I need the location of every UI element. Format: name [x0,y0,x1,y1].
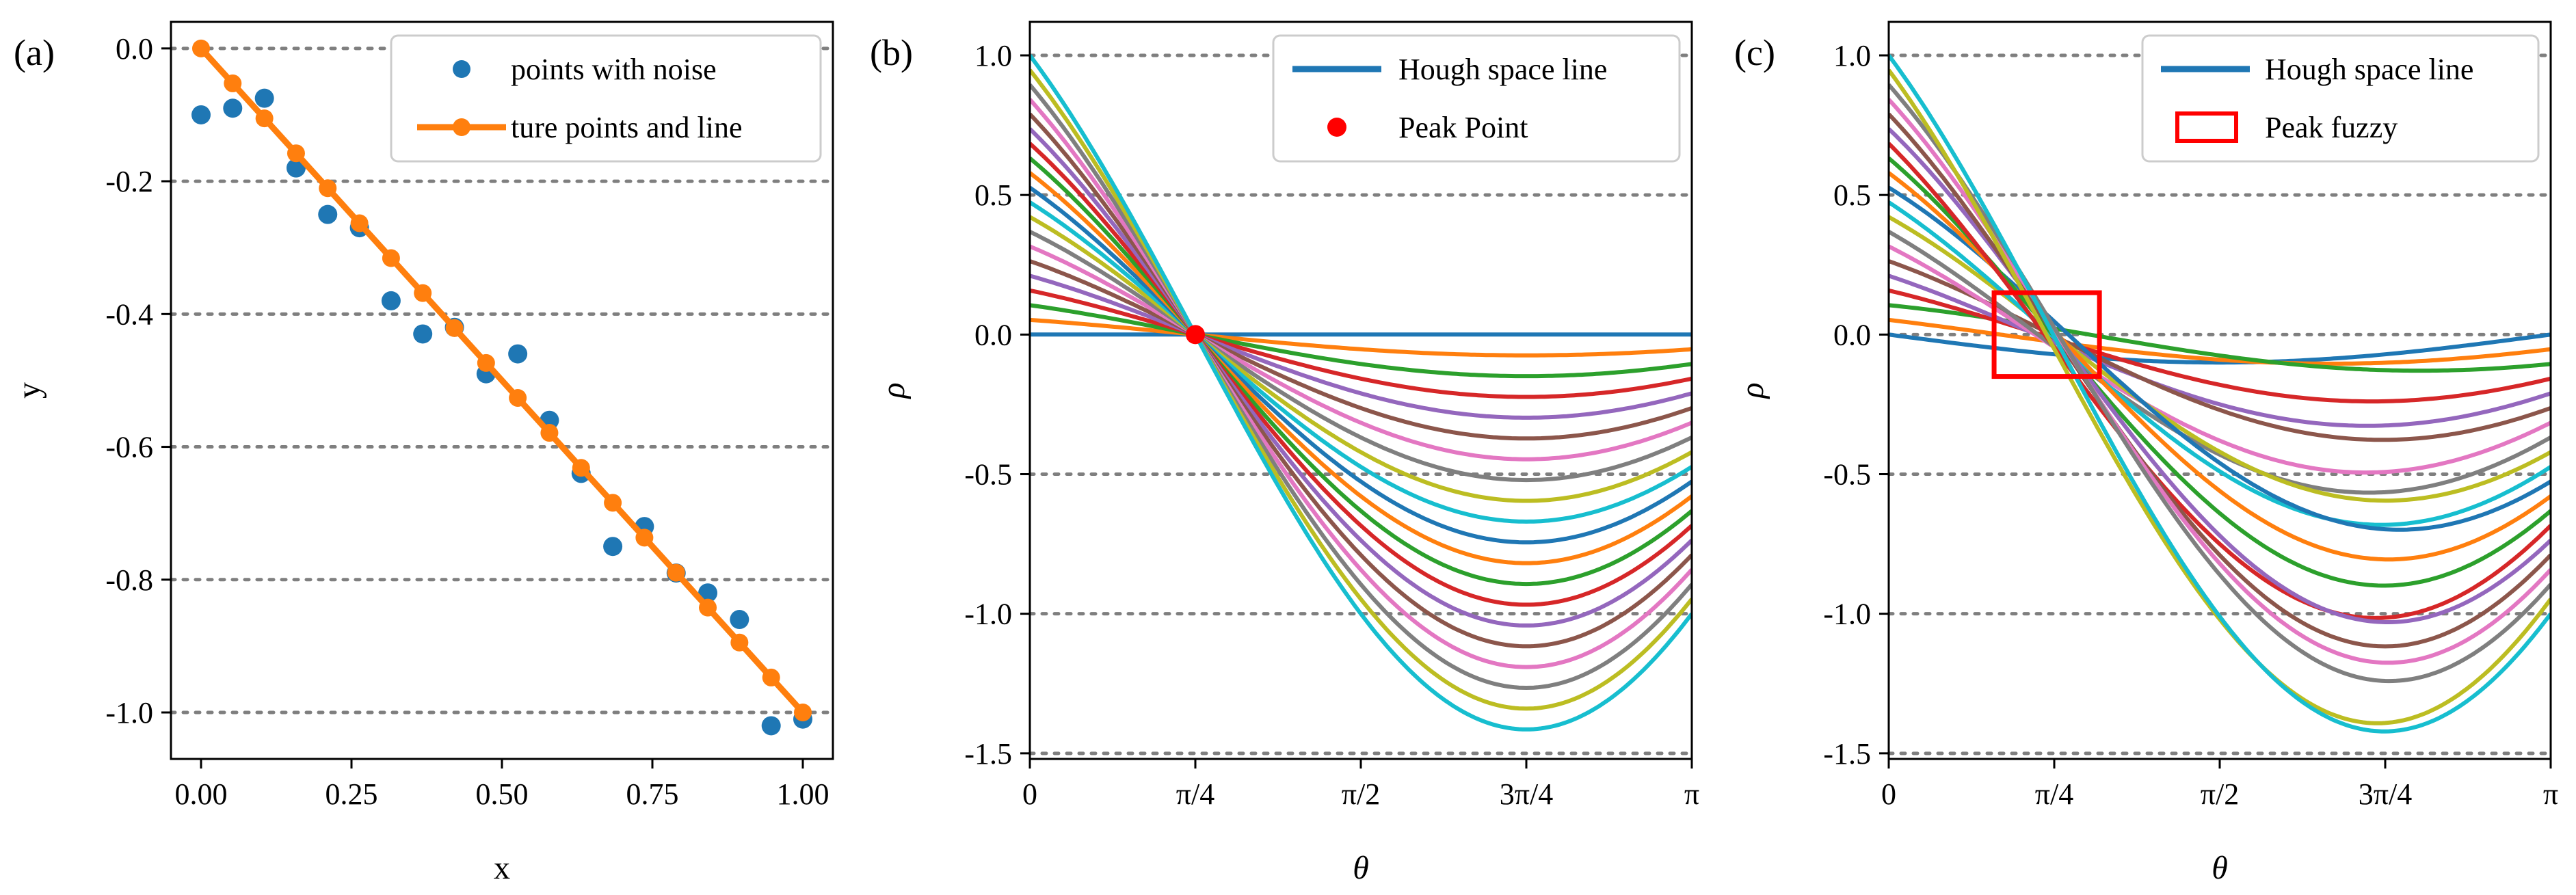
true-point [667,564,685,582]
a-ytick-label: -0.6 [105,431,153,464]
noise-point [730,610,749,629]
noise-point [191,105,211,124]
c-ytick-label: -1.5 [1823,737,1871,771]
panel-c: (c) 1.00.50.0-0.5-1.0-1.50 π/4 π/2 3π/4 π θ … [1734,22,2558,886]
c-legend: Hough space line Peak fuzzy [2142,36,2538,161]
c-xtick-label: π [2543,777,2558,811]
c-ytick-label: 0.0 [1833,318,1871,351]
c-ytick-label: -0.5 [1823,458,1871,492]
b-ytick-label: -1.5 [964,737,1012,771]
noise-point [223,98,242,118]
true-point [477,354,495,372]
panel-label-b: (b) [870,32,913,73]
c-xlabel: θ [2212,850,2228,886]
a-xtick-label: 0.00 [175,777,228,811]
b-xtick-label: π/2 [1342,777,1380,811]
a-ylabel: y [11,382,47,399]
c-legend-label-fuzzy: Peak fuzzy [2265,111,2398,144]
c-ylabel: ρ [1734,382,1770,399]
true-point [192,40,210,57]
c-xtick-label: π/2 [2201,777,2239,811]
true-point [699,599,717,617]
noise-point [382,291,401,310]
b-legend-marker-peak [1327,118,1346,137]
b-legend-label-hough: Hough space line [1398,53,1607,86]
b-legend-label-peak: Peak Point [1398,111,1528,144]
a-ytick-label: 0.0 [116,32,153,66]
c-xtick-label: 3π/4 [2359,777,2412,811]
b-ylabel: ρ [875,382,912,399]
panel-label-c: (c) [1734,32,1775,73]
true-point [446,319,464,337]
b-ytick-label: -1.0 [964,598,1012,631]
a-xtick-label: 0.75 [626,777,679,811]
a-legend: points with noise ture points and line [391,36,821,161]
a-xtick-label: 0.25 [326,777,378,811]
a-ytick-label: -1.0 [105,696,153,730]
hough-curve [1030,320,1692,356]
a-xtick-label: 0.50 [476,777,529,811]
b-xlabel: θ [1353,850,1369,886]
b-xtick-label: π/4 [1176,777,1214,811]
true-point [319,179,336,197]
b-ytick-label: 1.0 [974,39,1012,72]
noise-point [318,205,337,224]
a-legend-label-true: ture points and line [511,111,743,144]
panel-label-a: (a) [14,32,55,73]
b-legend: Hough space line Peak Point [1273,36,1679,161]
true-point [224,75,241,92]
noise-point [255,89,274,108]
c-ytick-label: -1.0 [1823,598,1871,631]
a-ytick-label: -0.8 [105,563,153,597]
c-ytick-label: 1.0 [1833,39,1871,72]
b-ytick-label: 0.0 [974,318,1012,351]
true-point [287,144,305,162]
hough-curve [1030,291,1692,397]
hough-curve [1889,100,2551,663]
true-point [256,109,274,127]
a-ytick-label: -0.4 [105,297,153,331]
c-xtick-label: 0 [1881,777,1896,811]
true-point [635,529,653,546]
a-legend-marker-true [453,118,470,136]
a-legend-marker-noise [453,60,470,78]
true-point [509,389,527,407]
b-ytick-label: 0.5 [974,178,1012,212]
noise-point [508,345,527,364]
a-xlabel: x [494,850,510,886]
noise-point [603,537,622,556]
true-point [414,284,431,302]
true-point [351,214,369,232]
figure: (a) 0.0-0.2-0.4-0.6-0.8-1.00.00 0.25 0.50 0… [0,0,2576,895]
peak-point [1186,325,1205,344]
true-point [794,704,812,721]
panel-a: (a) 0.0 -0.2 -0.4 -0.6 -0.8 -1.0 0.00 0.25 0.50 0… [11,22,833,886]
noise-point [762,716,781,735]
a-xtick-label: 1.00 [777,777,829,811]
true-point [604,494,622,511]
true-point [572,459,590,477]
b-xtick-label: π [1684,777,1699,811]
b-ytick-label: -0.5 [964,458,1012,492]
true-point [730,634,748,652]
b-xtick-label: 0 [1022,777,1037,811]
c-xtick-label: π/4 [2035,777,2073,811]
true-point [540,424,558,442]
true-point [382,250,400,267]
noise-point [413,324,432,343]
panel-b: (b) 1.00.50.0-0.5-1.0-1.50 π/4 π/2 3π/4 π θ … [870,22,1699,886]
hough-curve [1889,261,2551,440]
a-ytick-label: -0.2 [105,165,153,198]
true-point [762,669,780,686]
c-ytick-label: 0.5 [1833,178,1871,212]
c-legend-label-hough: Hough space line [2265,53,2473,86]
b-xtick-label: 3π/4 [1500,777,1553,811]
a-legend-label-noise: points with noise [511,53,717,86]
